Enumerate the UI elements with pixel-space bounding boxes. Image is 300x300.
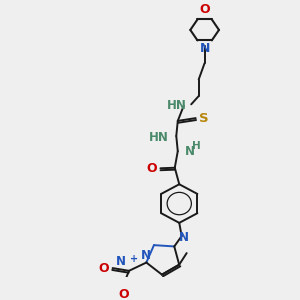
Text: O: O [98,262,109,275]
Text: O: O [146,162,157,175]
Text: +: + [130,254,138,264]
Text: N: N [116,254,125,268]
Text: N: N [200,42,210,55]
Text: O: O [199,3,210,16]
Text: N: N [141,249,151,262]
Text: H: H [192,141,201,151]
Text: O: O [118,288,129,300]
Text: HN: HN [149,131,169,144]
Text: N: N [179,231,189,244]
Text: HN: HN [167,99,187,112]
Text: N: N [185,145,195,158]
Text: S: S [199,112,209,124]
